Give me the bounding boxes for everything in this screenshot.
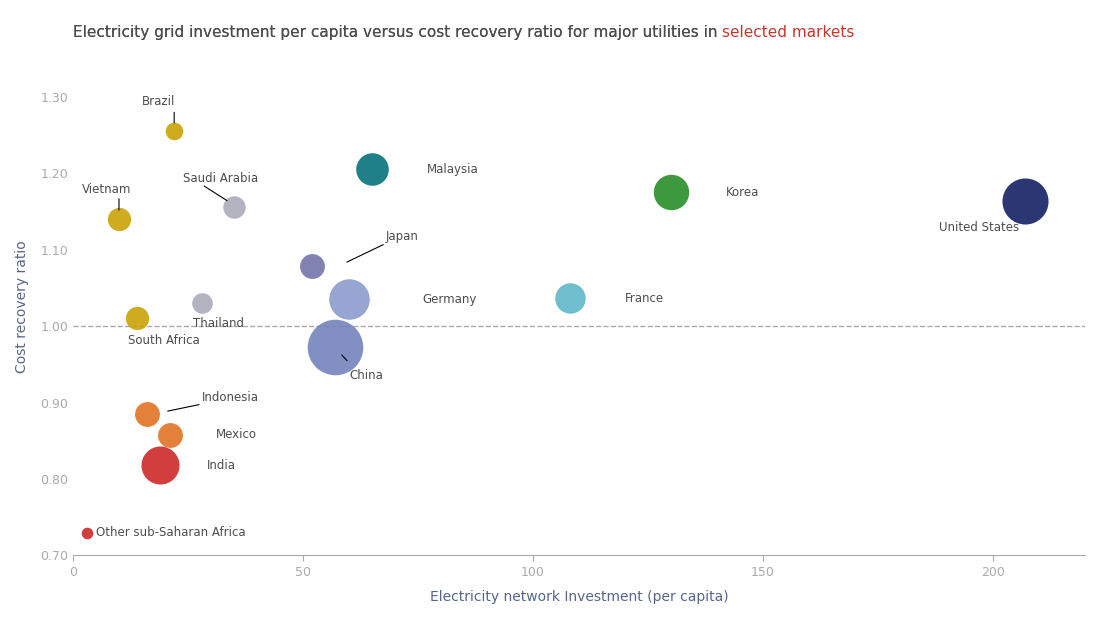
Text: Thailand: Thailand [192, 317, 243, 330]
Point [340, 294, 358, 304]
Text: United States: United States [939, 221, 1020, 234]
Point [327, 342, 344, 352]
Point [662, 187, 680, 197]
Text: Indonesia: Indonesia [201, 391, 258, 404]
Text: Other sub-Saharan Africa: Other sub-Saharan Africa [96, 526, 245, 539]
Text: France: France [625, 292, 664, 305]
Text: Mexico: Mexico [216, 428, 256, 441]
Text: China: China [349, 369, 383, 382]
Point [165, 126, 183, 136]
Text: India: India [207, 459, 235, 472]
Point [138, 409, 155, 419]
Y-axis label: Cost recovery ratio: Cost recovery ratio [15, 241, 29, 373]
Text: Brazil: Brazil [142, 95, 175, 108]
Text: Korea: Korea [726, 186, 760, 199]
Point [304, 261, 321, 271]
Text: selected markets: selected markets [723, 25, 855, 40]
Point [161, 430, 178, 439]
Text: Vietnam: Vietnam [82, 183, 132, 196]
Point [152, 461, 169, 470]
Text: Japan: Japan [386, 230, 419, 243]
X-axis label: Electricity network Investment (per capita): Electricity network Investment (per capi… [430, 590, 728, 604]
Point [226, 202, 243, 212]
Text: Saudi Arabia: Saudi Arabia [184, 171, 258, 184]
Point [129, 313, 146, 323]
Text: Electricity grid investment per capita versus cost recovery ratio for major util: Electricity grid investment per capita v… [73, 25, 723, 40]
Text: Germany: Germany [422, 293, 477, 306]
Text: South Africa: South Africa [129, 334, 200, 347]
Point [561, 293, 579, 303]
Point [1016, 196, 1034, 206]
Point [192, 298, 210, 308]
Point [363, 164, 381, 174]
Point [78, 527, 96, 537]
Text: Electricity grid investment per capita versus cost recovery ratio for major util: Electricity grid investment per capita v… [73, 25, 723, 40]
Text: Malaysia: Malaysia [427, 163, 478, 176]
Point [110, 214, 128, 224]
